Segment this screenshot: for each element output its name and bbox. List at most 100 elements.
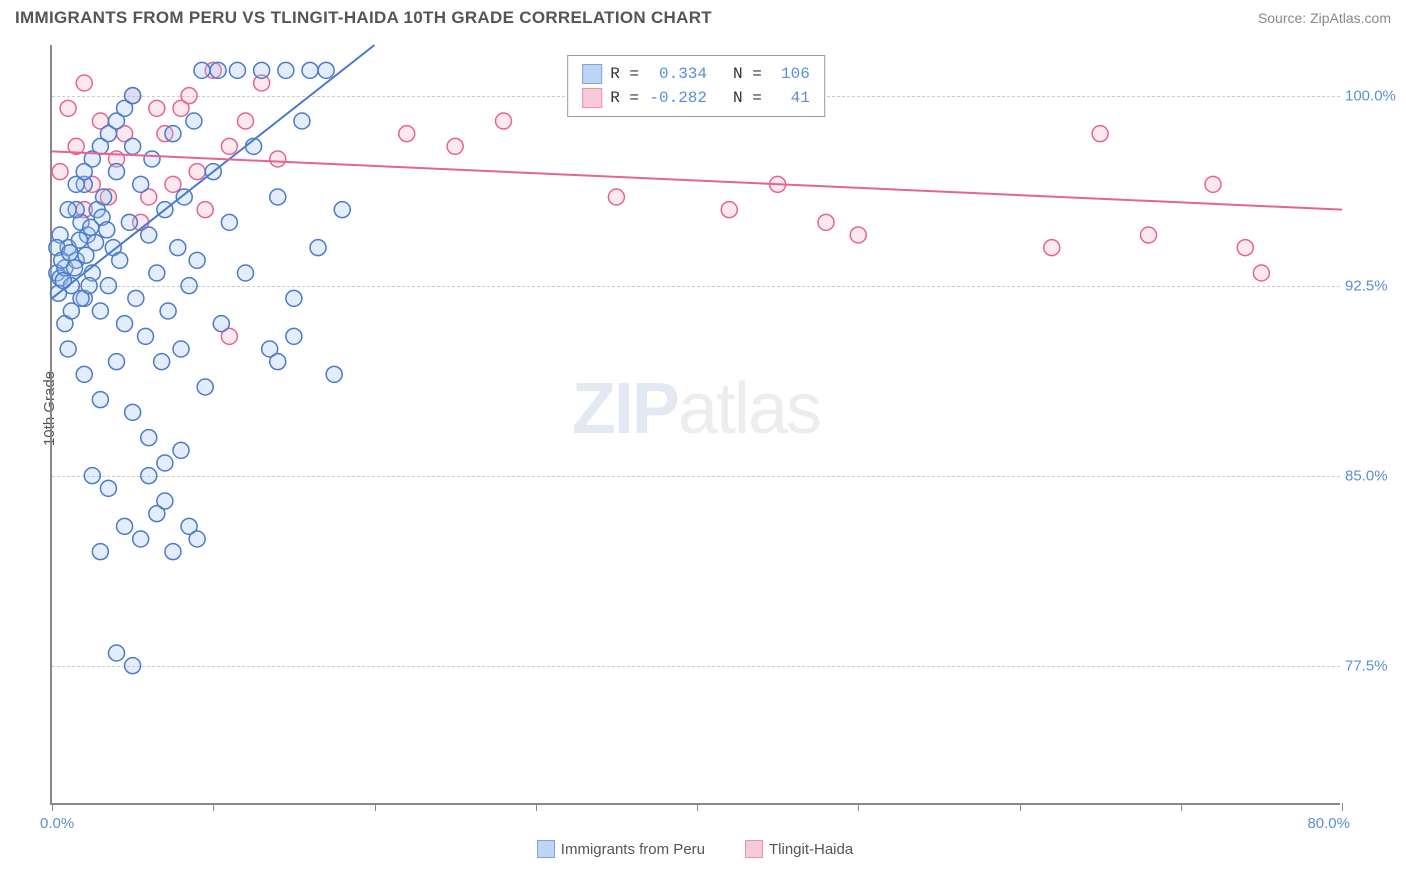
bottom-label-peru: Immigrants from Peru (561, 841, 705, 858)
data-point (238, 265, 254, 281)
data-point (144, 151, 160, 167)
bottom-legend-item-tlingit: Tlingit-Haida (745, 840, 853, 858)
header: IMMIGRANTS FROM PERU VS TLINGIT-HAIDA 10… (0, 0, 1406, 32)
data-point (109, 164, 125, 180)
data-point (1044, 240, 1060, 256)
legend-row-peru: R = 0.334 N = 106 (582, 62, 810, 86)
x-tick (697, 803, 698, 811)
data-point (149, 265, 165, 281)
data-point (117, 518, 133, 534)
data-point (326, 366, 342, 382)
data-point (1141, 227, 1157, 243)
data-point (160, 303, 176, 319)
data-point (76, 164, 92, 180)
y-tick-label: 92.5% (1345, 277, 1405, 294)
data-point (60, 341, 76, 357)
data-point (133, 531, 149, 547)
data-point (60, 202, 76, 218)
data-point (270, 151, 286, 167)
data-point (189, 252, 205, 268)
data-point (173, 442, 189, 458)
data-point (100, 278, 116, 294)
x-label-min: 0.0% (40, 815, 74, 832)
x-label-max: 80.0% (1307, 815, 1350, 832)
data-point (221, 214, 237, 230)
bottom-swatch-peru (537, 840, 555, 858)
data-point (186, 113, 202, 129)
x-tick (213, 803, 214, 811)
data-point (125, 404, 141, 420)
data-point (210, 62, 226, 78)
data-point (109, 645, 125, 661)
chart-title: IMMIGRANTS FROM PERU VS TLINGIT-HAIDA 10… (15, 8, 712, 28)
data-point (154, 354, 170, 370)
bottom-legend: Immigrants from Peru Tlingit-Haida (50, 840, 1340, 858)
bottom-legend-item-peru: Immigrants from Peru (537, 840, 705, 858)
bottom-swatch-tlingit (745, 840, 763, 858)
data-point (189, 531, 205, 547)
data-point (88, 235, 104, 251)
x-tick (1020, 803, 1021, 811)
data-point (141, 468, 157, 484)
data-point (221, 138, 237, 154)
data-point (194, 62, 210, 78)
data-point (157, 493, 173, 509)
x-tick (1181, 803, 1182, 811)
data-point (181, 278, 197, 294)
legend-n-label: N = (733, 86, 762, 110)
data-point (310, 240, 326, 256)
legend-r-value-peru: 0.334 (647, 62, 707, 86)
data-point (125, 88, 141, 104)
data-point (60, 100, 76, 116)
y-tick-label: 85.0% (1345, 467, 1405, 484)
data-point (818, 214, 834, 230)
data-point (125, 658, 141, 674)
data-point (850, 227, 866, 243)
data-point (181, 88, 197, 104)
data-point (399, 126, 415, 142)
data-point (100, 480, 116, 496)
data-point (165, 544, 181, 560)
x-tick (858, 803, 859, 811)
data-point (447, 138, 463, 154)
data-point (141, 430, 157, 446)
data-point (117, 316, 133, 332)
data-point (81, 278, 97, 294)
regression-line (52, 45, 375, 298)
data-point (1205, 176, 1221, 192)
y-tick-label: 77.5% (1345, 657, 1405, 674)
data-point (170, 240, 186, 256)
data-point (1237, 240, 1253, 256)
legend-r-label: R = (610, 62, 639, 86)
data-point (176, 189, 192, 205)
data-point (318, 62, 334, 78)
data-point (286, 328, 302, 344)
source-attribution: Source: ZipAtlas.com (1258, 10, 1391, 26)
data-point (96, 189, 112, 205)
data-point (302, 62, 318, 78)
legend-n-value-peru: 106 (770, 62, 810, 86)
data-point (149, 100, 165, 116)
data-point (92, 544, 108, 560)
data-point (294, 113, 310, 129)
data-point (125, 138, 141, 154)
data-point (165, 176, 181, 192)
legend-swatch-tlingit (582, 88, 602, 108)
data-point (165, 126, 181, 142)
data-point (254, 62, 270, 78)
legend-n-value-tlingit: 41 (770, 86, 810, 110)
regression-line (52, 151, 1342, 209)
data-point (1253, 265, 1269, 281)
data-point (92, 392, 108, 408)
data-point (112, 252, 128, 268)
data-point (278, 62, 294, 78)
data-point (99, 222, 115, 238)
x-tick (536, 803, 537, 811)
x-tick (1342, 803, 1343, 811)
data-point (721, 202, 737, 218)
data-point (334, 202, 350, 218)
legend-r-value-tlingit: -0.282 (647, 86, 707, 110)
data-point (496, 113, 512, 129)
data-point (76, 366, 92, 382)
data-point (84, 468, 100, 484)
